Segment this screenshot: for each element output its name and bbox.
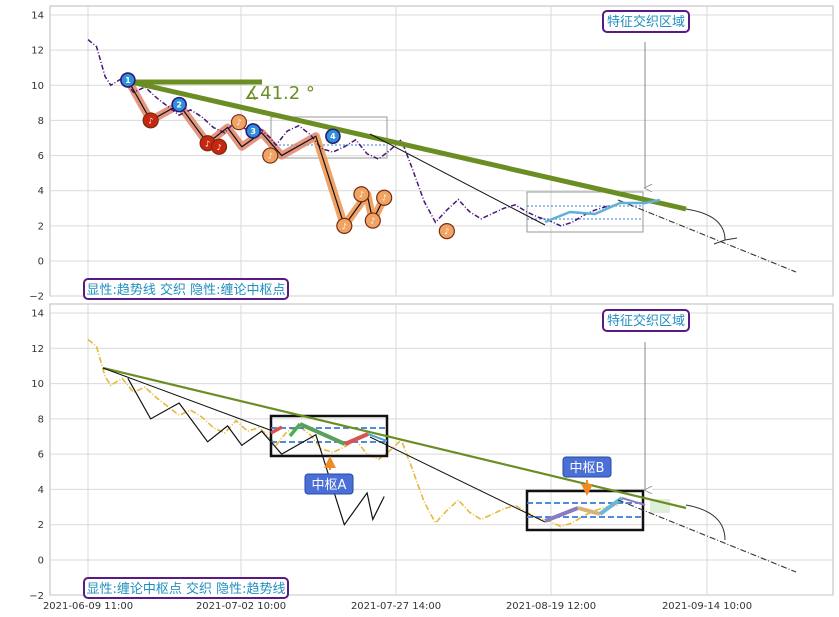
pivot-label: 2 xyxy=(176,101,182,110)
note-marker-icon xyxy=(210,138,228,155)
note-glyph-icon: ♪ xyxy=(236,118,241,127)
top-grid xyxy=(50,6,833,297)
top-trend-main xyxy=(130,79,687,212)
top-ytick-label: −2 xyxy=(29,292,44,303)
top-curve-arrow xyxy=(685,208,726,241)
top-ytick-label: 0 xyxy=(38,257,44,268)
bottom-feature-label: 特征交织区域 xyxy=(607,313,685,329)
top-ytick-label: 2 xyxy=(38,221,44,232)
top-y-ticks: −2 0 2 4 6 8 10 12 14 xyxy=(29,11,44,303)
zhongshu-b-label: 中枢B xyxy=(570,461,605,476)
top-feature-label-box xyxy=(602,10,690,33)
zhongshu-b-stroke-purple-2 xyxy=(621,497,646,506)
top-ytick-label: 14 xyxy=(31,11,44,22)
pivot-marker xyxy=(325,128,341,145)
bottom-trend-upper xyxy=(102,367,271,431)
x-tick-label: 2021-07-27 14:00 xyxy=(351,601,441,612)
pivot-label: 3 xyxy=(250,127,256,136)
note-glyph-icon: ♪ xyxy=(205,139,210,148)
pivot-label: 4 xyxy=(330,132,336,141)
top-interlace-box-2 xyxy=(526,191,644,233)
top-feature-label: 特征交织区域 xyxy=(607,14,685,30)
bottom-trend-connect xyxy=(369,436,546,523)
note-glyph-icon: ♪ xyxy=(382,194,387,203)
zhongshu-a-stroke-green-2 xyxy=(299,422,346,446)
bottom-ytick-label: 2 xyxy=(38,520,44,531)
zhongshu-a-stroke-red-2 xyxy=(344,432,369,446)
note-marker-icon xyxy=(230,114,248,131)
zhongshu-a-stroke-red xyxy=(270,425,283,435)
top-ytick-label: 6 xyxy=(38,151,44,162)
pivot-label: 1 xyxy=(125,76,131,85)
x-tick-label: 2021-06-09 11:00 xyxy=(43,601,133,612)
bottom-ytick-label: 6 xyxy=(38,450,44,461)
zhongshu-b-stroke-tan xyxy=(577,506,601,516)
bottom-grid xyxy=(50,304,833,596)
note-marker-icon xyxy=(142,112,159,129)
bottom-ytick-label: 4 xyxy=(38,485,44,496)
bottom-trend-extension xyxy=(617,499,797,573)
zhongshu-a-stroke-green-1 xyxy=(288,422,302,438)
bottom-legend-text: 显性:缠论中枢点 交织 隐性:趋势线 xyxy=(86,581,285,597)
zhongshu-a-label-box xyxy=(304,473,354,495)
bottom-y-ticks: −2 0 2 4 6 8 10 12 14 xyxy=(29,309,44,602)
top-angle-label: ∡41.2 ° xyxy=(244,83,315,104)
note-glyph-icon: ♪ xyxy=(216,143,221,152)
x-tick-label: 2021-07-02 10:00 xyxy=(196,601,286,612)
note-marker-icon xyxy=(353,186,370,203)
bottom-ytick-label: 12 xyxy=(31,344,44,355)
note-glyph-icon: ♪ xyxy=(359,190,364,199)
top-legend-text: 显性:趋势线 交织 隐性:缠论中枢点 xyxy=(86,282,285,298)
top-interlace-segments xyxy=(544,198,661,224)
zhongshu-a-label: 中枢A xyxy=(312,478,347,493)
bottom-ytick-label: −2 xyxy=(29,591,44,602)
note-glyph-icon: ♪ xyxy=(370,217,375,226)
top-pivot-markers: 1 2 3 4 xyxy=(120,72,341,145)
bottom-ytick-label: 14 xyxy=(31,309,44,320)
pivot-marker xyxy=(120,72,136,88)
pivot-marker xyxy=(245,123,261,139)
bottom-ytick-label: 8 xyxy=(38,414,44,425)
top-price-line xyxy=(87,39,618,227)
bottom-feature-label-box xyxy=(602,309,690,332)
note-marker-icon xyxy=(376,189,393,206)
note-marker-icon xyxy=(262,147,279,164)
note-marker-icon xyxy=(364,212,381,229)
top-note-markers: ♪ ♪ ♪ ♪ ♪ ♪ ♪ ♪ ♪ ♪ xyxy=(142,112,455,240)
bottom-legend-box xyxy=(83,577,289,599)
note-glyph-icon: ♪ xyxy=(342,222,347,231)
top-legend-box xyxy=(83,278,289,300)
note-glyph-icon: ♪ xyxy=(268,152,273,161)
x-tick-label: 2021-09-14 10:00 xyxy=(662,601,752,612)
bottom-chan-line xyxy=(127,377,385,527)
zhongshu-b-label-box xyxy=(562,456,612,478)
zhongshu-a-stroke-teal xyxy=(367,433,388,442)
top-curve-arrowhead xyxy=(713,237,738,245)
top-ytick-label: 10 xyxy=(31,81,44,92)
pivot-marker xyxy=(171,96,187,113)
top-ytick-label: 4 xyxy=(38,186,44,197)
bottom-ytick-label: 10 xyxy=(31,379,44,390)
x-tick-label: 2021-08-19 12:00 xyxy=(506,601,596,612)
bottom-panel: −2 0 2 4 6 8 10 12 14 xyxy=(29,303,834,602)
top-trend-extension xyxy=(617,199,797,273)
bottom-curve-arrow xyxy=(685,504,726,541)
top-ytick-label: 8 xyxy=(38,116,44,127)
note-glyph-icon: ♪ xyxy=(148,116,153,125)
note-glyph-icon: ♪ xyxy=(444,227,449,236)
x-axis-ticks: 2021-06-09 11:00 2021-07-02 10:00 2021-07-… xyxy=(43,601,752,612)
note-marker-icon xyxy=(438,223,455,240)
bottom-ytick-label: 0 xyxy=(38,556,44,567)
top-trend-thin xyxy=(369,133,546,226)
top-ytick-label: 12 xyxy=(31,46,44,57)
zhongshu-b-stroke-purple xyxy=(544,506,579,523)
note-marker-icon xyxy=(336,217,353,234)
